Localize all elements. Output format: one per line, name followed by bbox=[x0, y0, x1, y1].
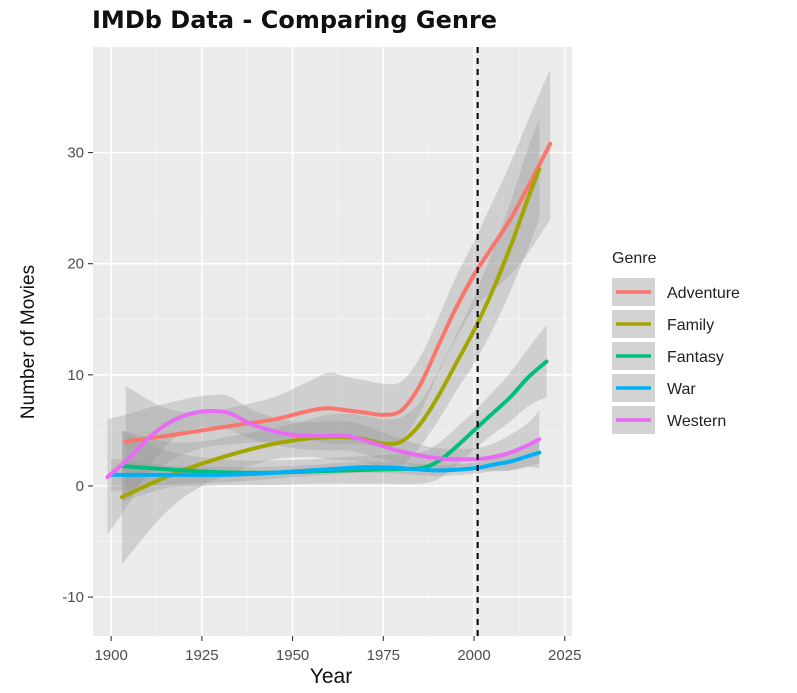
y-tick-label: -10 bbox=[62, 589, 84, 606]
y-tick-label: 30 bbox=[67, 145, 84, 162]
x-tick-label: 2025 bbox=[548, 647, 581, 664]
y-tick-label: 0 bbox=[76, 478, 84, 495]
series-line bbox=[109, 450, 542, 477]
series-line bbox=[120, 167, 542, 500]
legend-item: Family bbox=[612, 310, 714, 338]
series-line bbox=[105, 409, 542, 480]
legend-label: Adventure bbox=[667, 285, 740, 302]
x-tick-label: 1925 bbox=[185, 647, 218, 664]
x-tick-label: 1950 bbox=[276, 647, 309, 664]
legend-item: Fantasy bbox=[612, 342, 724, 370]
y-tick-label: 20 bbox=[67, 256, 84, 273]
series-lines bbox=[105, 141, 553, 500]
chart-title: IMDb Data - Comparing Genre bbox=[92, 6, 498, 34]
x-axis-ticks: 1900 1925 1950 1975 2000 2025 bbox=[94, 636, 581, 664]
legend-label: War bbox=[667, 381, 696, 398]
x-tick-label: 1900 bbox=[94, 647, 127, 664]
legend-item: Western bbox=[612, 406, 726, 434]
panel-background bbox=[93, 47, 572, 636]
confidence-band bbox=[111, 441, 540, 492]
legend-label: Family bbox=[667, 317, 714, 334]
confidence-band bbox=[107, 394, 540, 535]
y-tick-label: 10 bbox=[67, 367, 84, 384]
x-axis-title: Year bbox=[310, 665, 352, 688]
x-tick-label: 2000 bbox=[457, 647, 490, 664]
legend-item: Adventure bbox=[612, 278, 740, 306]
legend-label: Fantasy bbox=[667, 349, 724, 366]
y-axis-ticks: -10 0 10 20 30 bbox=[62, 145, 93, 606]
legend-label: Western bbox=[667, 413, 726, 430]
legend-title: Genre bbox=[612, 250, 657, 267]
confidence-band bbox=[125, 69, 551, 498]
legend-item: War bbox=[612, 374, 696, 402]
series-line bbox=[123, 141, 553, 444]
plot-panel bbox=[93, 47, 572, 636]
legend: Genre Adventure Family Fantasy War Western bbox=[612, 250, 740, 434]
x-tick-label: 1975 bbox=[367, 647, 400, 664]
confidence-band bbox=[122, 119, 540, 564]
y-axis-title: Number of Movies bbox=[18, 265, 39, 419]
